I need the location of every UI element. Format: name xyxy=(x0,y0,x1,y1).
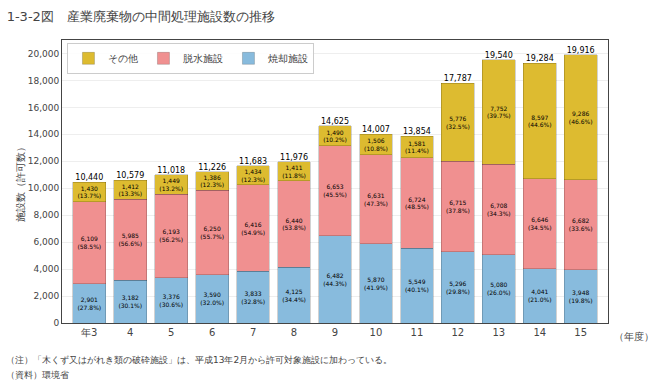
svg-text:14,000: 14,000 xyxy=(28,129,60,139)
svg-text:13,854: 13,854 xyxy=(403,127,431,136)
svg-text:5,549(40.1%): 5,549(40.1%) xyxy=(405,278,429,293)
svg-text:1,386(12.3%): 1,386(12.3%) xyxy=(200,174,224,189)
svg-text:1,434(12.3%): 1,434(12.3%) xyxy=(241,168,265,183)
svg-text:13: 13 xyxy=(492,327,505,338)
svg-text:焼却施設: 焼却施設 xyxy=(268,53,308,64)
svg-text:6,682(33.6%): 6,682(33.6%) xyxy=(569,217,593,232)
svg-text:12,000: 12,000 xyxy=(28,156,60,166)
svg-text:3,948(19.8%): 3,948(19.8%) xyxy=(569,289,593,304)
svg-text:5,776(32.5%): 5,776(32.5%) xyxy=(446,115,470,130)
svg-text:2,000: 2,000 xyxy=(33,291,59,301)
svg-text:0: 0 xyxy=(53,318,59,328)
svg-text:1,411(11.8%): 1,411(11.8%) xyxy=(282,164,306,179)
svg-text:17,787: 17,787 xyxy=(444,74,472,83)
svg-text:4,000: 4,000 xyxy=(33,264,59,274)
svg-text:6,715(37.8%): 6,715(37.8%) xyxy=(446,199,470,214)
svg-text:18,000: 18,000 xyxy=(28,76,60,86)
svg-text:19,540: 19,540 xyxy=(485,51,513,60)
svg-text:（資料）環境省: （資料）環境省 xyxy=(6,370,69,380)
svg-text:6,250(55.7%): 6,250(55.7%) xyxy=(200,225,224,240)
svg-text:1,581(11.4%): 1,581(11.4%) xyxy=(405,140,429,155)
svg-text:5: 5 xyxy=(168,327,174,338)
svg-text:9: 9 xyxy=(332,327,338,338)
svg-text:6,109(58.5%): 6,109(58.5%) xyxy=(77,235,101,250)
svg-text:6,193(56.2%): 6,193(56.2%) xyxy=(159,228,183,243)
svg-text:11,018: 11,018 xyxy=(157,166,185,175)
svg-text:4: 4 xyxy=(127,327,133,338)
svg-text:4,125(34.4%): 4,125(34.4%) xyxy=(282,288,306,303)
svg-text:5,296(29.8%): 5,296(29.8%) xyxy=(446,280,470,295)
svg-text:1,490(10.2%): 1,490(10.2%) xyxy=(323,129,347,144)
svg-text:19,916: 19,916 xyxy=(567,46,595,55)
svg-text:9,286(46.6%): 9,286(46.6%) xyxy=(569,110,593,125)
svg-text:8: 8 xyxy=(291,327,297,338)
svg-text:11: 11 xyxy=(411,327,424,338)
svg-text:11,683: 11,683 xyxy=(239,157,267,166)
svg-text:（年度）: （年度） xyxy=(614,331,654,342)
svg-text:6,631(47.3%): 6,631(47.3%) xyxy=(364,192,388,207)
svg-text:14,007: 14,007 xyxy=(362,125,390,134)
svg-text:3,376(30.6%): 3,376(30.6%) xyxy=(159,293,183,308)
svg-text:6,653(45.5%): 6,653(45.5%) xyxy=(323,183,347,198)
svg-text:4,041(21.0%): 4,041(21.0%) xyxy=(528,288,552,303)
svg-text:施設数（許可数）: 施設数（許可数） xyxy=(15,142,26,222)
svg-text:6,708(34.3%): 6,708(34.3%) xyxy=(487,202,511,217)
svg-text:その他: その他 xyxy=(108,53,138,64)
svg-text:10,000: 10,000 xyxy=(28,183,60,193)
svg-text:3,590(32.0%): 3,590(32.0%) xyxy=(200,291,224,306)
svg-text:8,000: 8,000 xyxy=(33,210,59,220)
svg-text:1,449(13.2%): 1,449(13.2%) xyxy=(159,177,183,192)
svg-text:14: 14 xyxy=(533,327,546,338)
svg-text:1,412(13.3%): 1,412(13.3%) xyxy=(118,183,142,198)
svg-text:12: 12 xyxy=(451,327,464,338)
svg-text:6,416(54.9%): 6,416(54.9%) xyxy=(241,221,265,236)
svg-text:7,752(39.7%): 7,752(39.7%) xyxy=(487,105,511,120)
svg-text:5,080(26.0%): 5,080(26.0%) xyxy=(487,281,511,296)
svg-text:20,000: 20,000 xyxy=(28,49,60,59)
svg-text:5,870(41.9%): 5,870(41.9%) xyxy=(364,276,388,291)
svg-text:6,000: 6,000 xyxy=(33,237,59,247)
svg-text:1,430(13.7%): 1,430(13.7%) xyxy=(77,185,101,200)
svg-text:3,182(30.1%): 3,182(30.1%) xyxy=(118,294,142,309)
svg-text:14,625: 14,625 xyxy=(321,117,349,126)
svg-text:6,440(53.8%): 6,440(53.8%) xyxy=(282,217,306,232)
svg-text:16,000: 16,000 xyxy=(28,103,60,113)
svg-text:1,506(10.8%): 1,506(10.8%) xyxy=(364,137,388,152)
svg-text:8,597(44.6%): 8,597(44.6%) xyxy=(528,114,552,129)
svg-text:10,440: 10,440 xyxy=(75,173,103,182)
svg-text:3,833(32.8%): 3,833(32.8%) xyxy=(241,290,265,305)
svg-text:10,579: 10,579 xyxy=(116,171,144,180)
svg-text:5,985(56.6%): 5,985(56.6%) xyxy=(118,232,142,247)
svg-text:19,284: 19,284 xyxy=(526,54,554,63)
svg-text:10: 10 xyxy=(370,327,383,338)
svg-text:脱水施設: 脱水施設 xyxy=(183,53,223,64)
svg-text:6,482(44.3%): 6,482(44.3%) xyxy=(323,272,347,287)
svg-text:1-3-2図 産業廃棄物の中間処理施設数の推移: 1-3-2図 産業廃棄物の中間処理施設数の推移 xyxy=(7,9,275,24)
svg-text:6,646(34.5%): 6,646(34.5%) xyxy=(528,216,552,231)
svg-text:15: 15 xyxy=(574,327,587,338)
svg-text:（注）「木くず又はがれき類の破砕施設」は、平成13年2月から: （注）「木くず又はがれき類の破砕施設」は、平成13年2月から許可対象施設に加わっ… xyxy=(6,355,392,365)
svg-text:6: 6 xyxy=(209,327,215,338)
svg-text:2,901(27.8%): 2,901(27.8%) xyxy=(77,296,101,311)
svg-text:11,226: 11,226 xyxy=(198,163,226,172)
svg-text:年3: 年3 xyxy=(81,327,97,338)
svg-text:6,724(48.5%): 6,724(48.5%) xyxy=(405,196,429,211)
svg-text:7: 7 xyxy=(250,327,256,338)
svg-text:11,976: 11,976 xyxy=(280,153,308,162)
